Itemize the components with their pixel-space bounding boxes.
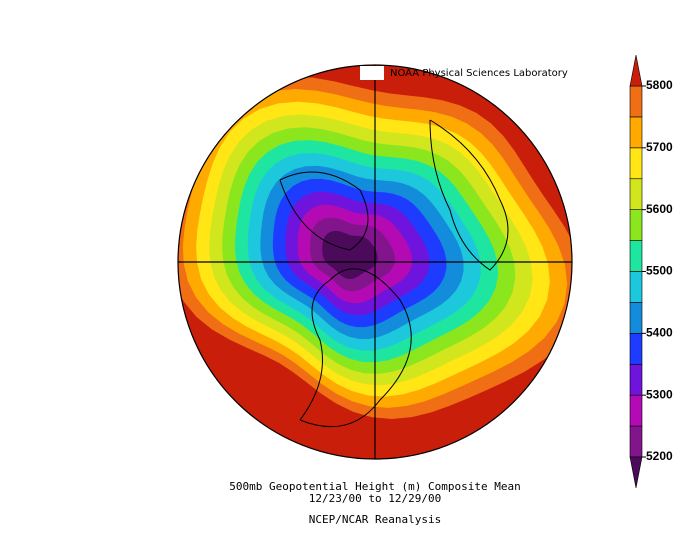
colorbar-segment (629, 271, 643, 303)
colorbar-tick-label: 5500 (646, 264, 673, 278)
subtitle: 12/23/00 to 12/29/00 (309, 492, 441, 505)
colorbar-segment (629, 85, 643, 118)
colorbar-segment (629, 116, 643, 149)
map (178, 65, 572, 459)
colorbar-segment (629, 240, 643, 272)
coastline (279, 171, 369, 251)
colorbar-tick-label: 5700 (646, 140, 673, 154)
title: 500mb Geopotential Height (m) Composite … (229, 480, 520, 493)
colorbar-over (629, 54, 643, 87)
colorbar-segment (629, 178, 643, 210)
credit: NOAA Physical Sciences Laboratory (390, 68, 568, 79)
colorbar-tick-label: 5800 (646, 78, 673, 92)
coastline (429, 119, 509, 271)
height-band (322, 230, 378, 279)
colorbar-segment (629, 363, 643, 396)
colorbar-under (629, 456, 643, 489)
colorbar-segment (629, 209, 643, 241)
coastline (299, 268, 412, 428)
source: NCEP/NCAR Reanalysis (309, 513, 441, 526)
colorbar-tick-label: 5600 (646, 202, 673, 216)
colorbar-segment (629, 302, 643, 334)
colorbar-tick-label: 5200 (646, 449, 673, 463)
colorbar-segment (629, 333, 643, 365)
colorbar: 5200 5300 5400 5500 5600 5700 5800 (629, 54, 673, 489)
colorbar-segment (629, 394, 643, 427)
colorbar-tick-label: 5300 (646, 387, 673, 401)
colorbar-segment (629, 147, 643, 180)
colorbar-tick-label: 5400 (646, 326, 673, 340)
colorbar-segment (629, 425, 643, 458)
credit-box (360, 66, 384, 80)
